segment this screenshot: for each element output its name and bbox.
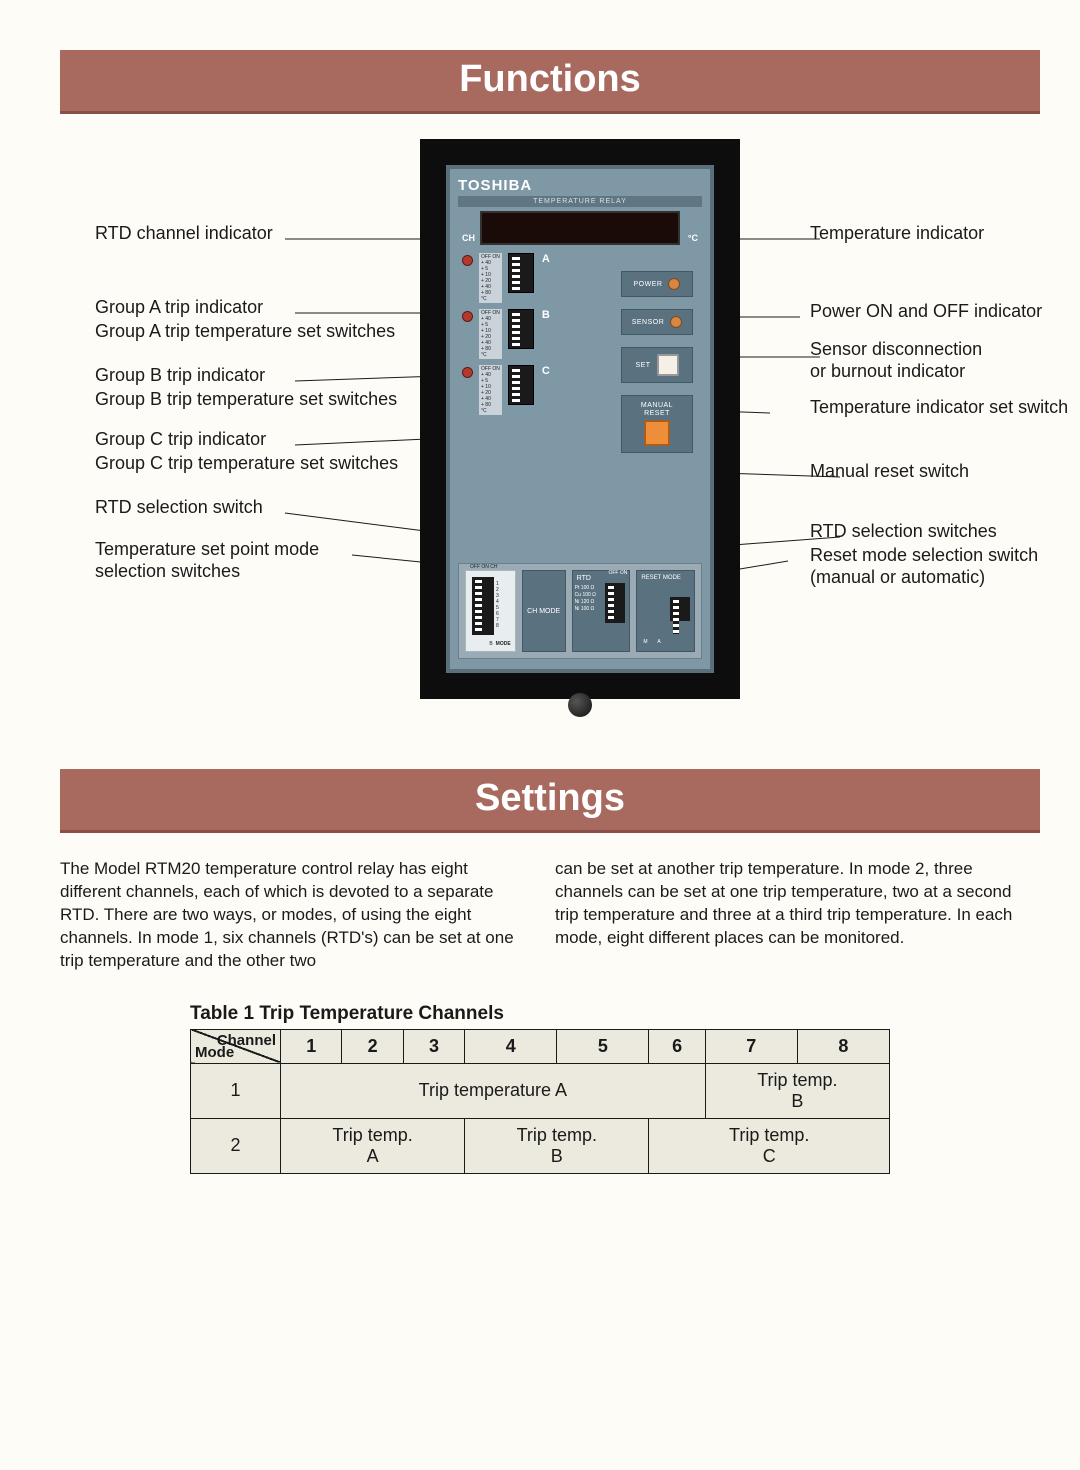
callout-right-4: Temperature indicator set switch: [810, 397, 1068, 418]
reset-mode-dip[interactable]: [670, 597, 690, 621]
banner-functions: Functions: [60, 50, 1040, 114]
callout-left-7: RTD selection switch: [95, 497, 263, 518]
deg-c-label: °C: [688, 233, 698, 243]
reset-m-label: M: [643, 639, 647, 645]
mode-a-label: A: [489, 625, 492, 631]
channel-header-3: 3: [403, 1029, 464, 1063]
callout-right-1: Power ON and OFF indicator: [810, 301, 1042, 322]
channel-header-6: 6: [649, 1029, 705, 1063]
rtd-channel-selection-box: OFF ON CH 12345678 MODE A B: [465, 570, 516, 652]
temperature-display: [480, 211, 680, 245]
mode-cell-1: 1: [191, 1063, 281, 1118]
manual-reset-label: MANUAL RESET: [628, 402, 686, 417]
callout-left-9: selection switches: [95, 561, 240, 582]
group-a-trip-led-icon: [462, 255, 473, 266]
manual-reset-button[interactable]: [644, 420, 670, 446]
callout-left-6: Group C trip temperature set switches: [95, 453, 398, 474]
callout-right-2: Sensor disconnection: [810, 339, 982, 360]
group-a-letter: A: [540, 253, 552, 265]
page: Functions RTD channel indicator Group A t…: [0, 0, 1080, 1470]
channel-header-5: 5: [557, 1029, 649, 1063]
trip-table-wrap: Table 1 Trip Temperature Channels Channe…: [190, 1003, 890, 1174]
off-on-ch-label: OFF ON CH: [470, 564, 498, 570]
trip-cell-1-2: Trip temp.C: [649, 1118, 890, 1173]
callout-right-8: (manual or automatic): [810, 567, 985, 588]
mode-cell-2: 2: [191, 1118, 281, 1173]
sensor-label: SENSOR: [632, 319, 665, 326]
sensor-led-icon: [670, 316, 682, 328]
callout-right-7: Reset mode selection switch: [810, 545, 1038, 566]
group-b-dip-switch[interactable]: [508, 309, 534, 349]
callout-right-3: or burnout indicator: [810, 361, 965, 382]
sensor-indicator-box: SENSOR: [621, 309, 693, 335]
channel-header-7: 7: [705, 1029, 797, 1063]
callout-right-6: RTD selection switches: [810, 521, 997, 542]
mode-b-label: B: [489, 641, 492, 647]
callout-left-0: RTD channel indicator: [95, 223, 273, 244]
group-c-dip-switch[interactable]: [508, 365, 534, 405]
settings-body-text: The Model RTM20 temperature control rela…: [60, 858, 1020, 973]
power-label: POWER: [634, 281, 663, 288]
set-label: SET: [635, 362, 650, 369]
table-row: 2Trip temp.ATrip temp.BTrip temp.C: [191, 1118, 890, 1173]
group-b-scale: OFF ON+ 40+ 5+ 10+ 20+ 40+ 80°C: [479, 309, 502, 359]
banner-settings: Settings: [60, 769, 1040, 833]
reset-mode-box: RESET MODE M A: [636, 570, 695, 652]
channel-header-2: 2: [342, 1029, 403, 1063]
callout-right-0: Temperature indicator: [810, 223, 984, 244]
rtd-off-on-label: OFF ON: [608, 570, 627, 576]
rtd-type-dip[interactable]: [605, 583, 625, 623]
group-c-letter: C: [540, 365, 552, 377]
callout-left-8: Temperature set point mode: [95, 539, 319, 560]
group-b-letter: B: [540, 309, 552, 321]
callout-left-1: Group A trip indicator: [95, 297, 263, 318]
settings-paragraph-right: can be set at another trip temperature. …: [555, 858, 1020, 973]
callout-left-4: Group B trip temperature set switches: [95, 389, 397, 410]
settings-paragraph-left: The Model RTM20 temperature control rela…: [60, 858, 525, 973]
device-frame: TOSHIBA TEMPERATURE RELAY CH °C OFF ON+ …: [420, 139, 740, 699]
trip-cell-0-0: Trip temperature A: [281, 1063, 706, 1118]
ch-label: CH: [462, 233, 475, 243]
reset-a-label: A: [657, 639, 660, 645]
rtd-options-list: Pt 100 ΩCu 100 ΩNi 120 ΩNi 100 Ω: [575, 585, 596, 613]
set-button[interactable]: [657, 354, 679, 376]
trip-temperature-table: ChannelMode12345678 1Trip temperature AT…: [190, 1029, 890, 1174]
channel-header-1: 1: [281, 1029, 342, 1063]
device-knob-icon: [568, 693, 592, 717]
trip-cell-1-0: Trip temp.A: [281, 1118, 465, 1173]
rtd-type-box: RTD Pt 100 ΩCu 100 ΩNi 120 ΩNi 100 Ω OFF…: [572, 570, 631, 652]
device-right-column: POWER SENSOR SET MANUAL RESET: [614, 271, 700, 453]
reset-mode-label: RESET MODE: [641, 575, 681, 581]
group-c-trip-led-icon: [462, 367, 473, 378]
callout-left-2: Group A trip temperature set switches: [95, 321, 395, 342]
callout-left-3: Group B trip indicator: [95, 365, 265, 386]
table-title: Table 1 Trip Temperature Channels: [190, 1003, 890, 1025]
set-switch-box: SET: [621, 347, 693, 383]
device-brand: TOSHIBA: [458, 177, 702, 194]
channel-header-8: 8: [797, 1029, 889, 1063]
channel-header-4: 4: [465, 1029, 557, 1063]
group-b-trip-led-icon: [462, 311, 473, 322]
rtd-label: RTD: [577, 575, 591, 582]
callout-left-5: Group C trip indicator: [95, 429, 266, 450]
bottom-switch-area: OFF ON CH 12345678 MODE A B CH MODE RTD …: [458, 563, 702, 659]
functions-diagram: RTD channel indicator Group A trip indica…: [40, 139, 1040, 739]
trip-cell-1-1: Trip temp.B: [465, 1118, 649, 1173]
ch-mode-box: CH MODE: [522, 570, 566, 652]
table-row: 1Trip temperature ATrip temp.B: [191, 1063, 890, 1118]
group-c-scale: OFF ON+ 40+ 5+ 10+ 20+ 40+ 80°C: [479, 365, 502, 415]
device-panel: TOSHIBA TEMPERATURE RELAY CH °C OFF ON+ …: [446, 165, 714, 673]
group-a-dip-switch[interactable]: [508, 253, 534, 293]
trip-cell-0-1: Trip temp.B: [705, 1063, 889, 1118]
table-corner-cell: ChannelMode: [191, 1029, 281, 1063]
callout-right-5: Manual reset switch: [810, 461, 969, 482]
group-a-scale: OFF ON+ 40+ 5+ 10+ 20+ 40+ 80°C: [479, 253, 502, 303]
manual-reset-box: MANUAL RESET: [621, 395, 693, 453]
power-indicator-box: POWER: [621, 271, 693, 297]
power-led-icon: [668, 278, 680, 290]
device-subtitle: TEMPERATURE RELAY: [458, 196, 702, 207]
